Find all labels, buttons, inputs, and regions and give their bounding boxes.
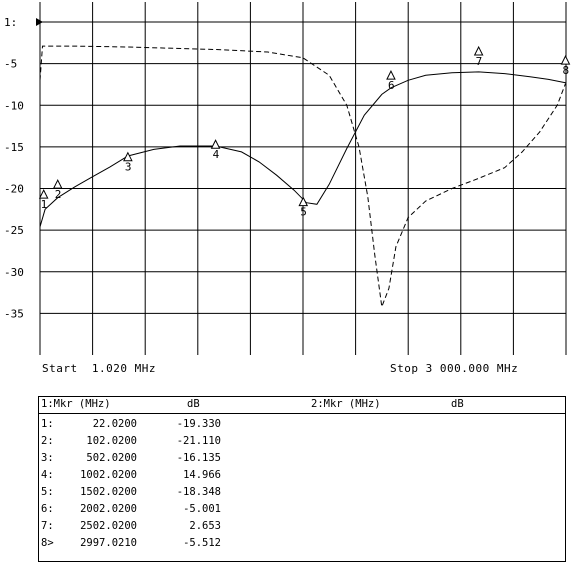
marker-table-value: -16.135 — [176, 452, 221, 464]
marker-3: 3 — [123, 151, 133, 174]
marker-7: 7 — [473, 45, 484, 68]
marker-table-value: -21.110 — [176, 435, 221, 447]
y-tick-label: 1: — [4, 16, 17, 29]
marker-1: 1 — [38, 189, 49, 211]
marker-8: 8 — [560, 55, 571, 77]
marker-table-value: 2.653 — [189, 520, 221, 532]
marker-label: 2 — [55, 188, 62, 201]
marker-label: 7 — [476, 55, 483, 68]
start-frequency-label: Start 1.020 MHz — [42, 362, 156, 375]
marker-table-col1-unit: dB — [187, 398, 200, 410]
marker-triangle-icon — [298, 196, 309, 207]
marker-5: 5 — [298, 196, 309, 219]
marker-table-id: 4: — [41, 469, 54, 481]
marker-label: 4 — [213, 148, 220, 161]
marker-table-value: -19.330 — [176, 418, 221, 430]
marker-table: 1:Mkr (MHz) dB 2:Mkr (MHz) dB 1: 22.0200 -… — [38, 396, 566, 562]
marker-triangle-icon — [560, 55, 571, 65]
marker-label: 8 — [562, 64, 569, 77]
marker-table-id: 2: — [41, 435, 54, 447]
trace-2-line — [39, 45, 566, 307]
y-tick-label: -5 — [4, 58, 17, 71]
trace-1-line — [39, 71, 566, 227]
marker-table-id: 6: — [41, 503, 54, 515]
marker-table-id: 8> — [41, 537, 54, 549]
y-tick-label: -25 — [4, 224, 24, 237]
reference-arrow-icon — [36, 18, 43, 26]
marker-triangle-icon — [123, 151, 133, 162]
marker-triangle-icon — [38, 189, 49, 199]
marker-2: 2 — [52, 179, 63, 201]
marker-table-id: 7: — [41, 520, 54, 532]
marker-triangle-icon — [473, 45, 484, 56]
marker-label: 1 — [41, 198, 48, 211]
traces — [39, 45, 566, 307]
y-tick-labels: 1: -5 -10 -15 -20 -25 -30 -35 — [4, 16, 24, 320]
marker-table-col1-title: 1:Mkr (MHz) — [41, 398, 111, 410]
marker-triangle-icon — [386, 69, 396, 80]
marker-table-id: 5: — [41, 486, 54, 498]
marker-table-col2-unit: dB — [451, 398, 464, 410]
markers: 12 3 4 5 6 7 8 — [38, 45, 571, 219]
trace-plot: 1: -5 -10 -15 -20 -25 -30 -35 12 3 4 5 6 7 8 — [4, 2, 571, 355]
y-tick-label: -10 — [4, 99, 24, 112]
marker-table-col2-title: 2:Mkr (MHz) — [311, 398, 381, 410]
marker-label: 6 — [388, 79, 395, 92]
y-tick-label: -35 — [4, 307, 24, 320]
stop-frequency-label: Stop 3 000.000 MHz — [390, 362, 519, 375]
marker-table-freq: 2502.0200 — [80, 520, 137, 532]
marker-label: 5 — [300, 206, 307, 219]
marker-label: 3 — [125, 161, 132, 174]
marker-table-id: 3: — [41, 452, 54, 464]
marker-table-value: 14.966 — [183, 469, 221, 481]
marker-table-freq: 502.0200 — [86, 452, 137, 464]
marker-table-freq: 22.0200 — [92, 418, 137, 430]
y-tick-label: -30 — [4, 266, 24, 279]
plot-grid — [39, 2, 567, 355]
marker-6: 6 — [386, 69, 396, 92]
marker-triangle-icon — [52, 179, 63, 189]
marker-table-id: 1: — [41, 418, 54, 430]
marker-triangle-icon — [210, 139, 221, 149]
marker-table-header: 1:Mkr (MHz) dB 2:Mkr (MHz) dB — [39, 397, 565, 414]
marker-table-freq: 1502.0200 — [80, 486, 137, 498]
marker-table-freq: 1002.0200 — [80, 469, 137, 481]
marker-table-value: -18.348 — [176, 486, 221, 498]
marker-4: 4 — [210, 139, 221, 161]
marker-table-value: -5.512 — [183, 537, 221, 549]
marker-table-value: -5.001 — [183, 503, 221, 515]
marker-table-freq: 2997.0210 — [80, 537, 137, 549]
y-tick-label: -15 — [4, 141, 24, 154]
y-tick-label: -20 — [4, 183, 24, 196]
marker-table-freq: 102.0200 — [86, 435, 137, 447]
marker-table-freq: 2002.0200 — [80, 503, 137, 515]
